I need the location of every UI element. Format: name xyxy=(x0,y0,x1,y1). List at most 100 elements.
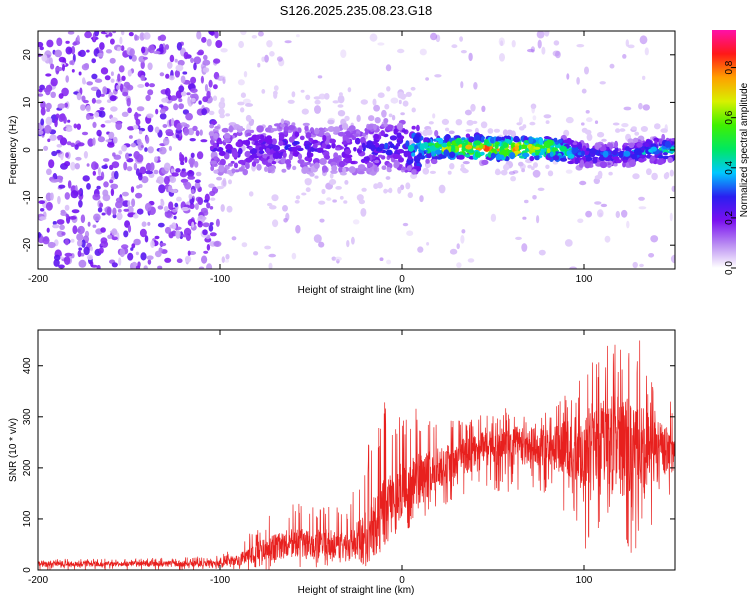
spectrogram-cell xyxy=(149,162,155,172)
spectrogram-cell xyxy=(465,144,473,150)
spectrogram-cell xyxy=(159,34,167,42)
spectrogram-cell xyxy=(126,97,131,107)
spectrogram-cell xyxy=(249,129,255,134)
spectrogram-cell xyxy=(163,137,170,146)
spectrogram-cell xyxy=(154,250,162,258)
spectrogram-cell xyxy=(544,31,550,37)
spectrogram-cell xyxy=(609,63,615,69)
spectrogram-cell xyxy=(86,49,90,53)
spectrogram-cell xyxy=(445,127,450,132)
spectrogram-cell xyxy=(670,254,675,264)
spectrogram-cell xyxy=(533,146,541,150)
spectrogram-cell xyxy=(533,162,538,168)
spectrogram-x-label: Height of straight line (km) xyxy=(298,285,415,296)
spectrogram-cell xyxy=(154,126,160,134)
spectrogram-cell xyxy=(313,234,322,243)
spectrogram-cell xyxy=(381,109,387,118)
spectrogram-cell xyxy=(78,247,83,251)
spectrogram-cell xyxy=(341,122,349,130)
spectrogram-cell xyxy=(632,173,640,180)
spectrogram-cell xyxy=(344,115,350,121)
spectrogram-cell xyxy=(240,92,246,98)
spectrogram-cell xyxy=(577,152,583,156)
spectrogram-cell xyxy=(621,209,628,218)
spectrogram-cell xyxy=(365,144,372,149)
spectrogram-cell xyxy=(209,206,214,210)
spectrogram-cell xyxy=(116,212,123,221)
spectrogram-cell xyxy=(398,157,404,163)
spectrogram-cell xyxy=(360,208,367,217)
spectrogram-cell xyxy=(627,44,635,49)
spectrogram-cell xyxy=(120,45,125,52)
spectrogram-cell xyxy=(631,126,637,131)
spectrogram-cell xyxy=(203,250,209,254)
spectrogram-cell xyxy=(632,261,638,269)
spectrogram-cell xyxy=(159,72,165,77)
spectrogram-cell xyxy=(147,221,151,226)
spectrogram-cell xyxy=(535,152,540,156)
spectrogram-cell xyxy=(170,95,178,101)
spectrogram-cell xyxy=(427,142,433,147)
spectrogram-cell xyxy=(210,165,215,172)
spectrogram-cell xyxy=(104,75,111,81)
spectrogram-cell xyxy=(194,179,201,183)
spectrogram-cell xyxy=(407,192,413,199)
colorbar-tick-label: 0.8 xyxy=(724,60,735,74)
spectrogram-cell xyxy=(368,115,375,122)
spectrogram-cell xyxy=(48,159,55,169)
spectrogram-cell xyxy=(468,52,473,62)
spectrogram-cell xyxy=(235,141,244,148)
spectrogram-cell xyxy=(242,168,248,176)
spectrogram-cell xyxy=(56,149,61,154)
spectrogram-cell xyxy=(521,243,528,252)
spectrogram-cell xyxy=(379,257,384,262)
spectrogram-cell xyxy=(117,46,121,52)
spectrogram-cell xyxy=(613,163,618,167)
spectrogram-cell xyxy=(250,154,256,159)
spectrogram-cell xyxy=(360,99,368,105)
spectrogram-cell xyxy=(155,108,159,115)
spectrogram-cell xyxy=(632,137,639,143)
spectrogram-cell xyxy=(127,224,132,233)
spectrogram-cell xyxy=(644,142,650,147)
spectrogram-cell xyxy=(176,258,183,264)
spectrogram-cell xyxy=(118,150,123,155)
spectrogram-cell xyxy=(200,75,204,84)
snr-x-label: Height of straight line (km) xyxy=(298,585,415,596)
spectrogram-cell xyxy=(53,258,60,267)
spectrogram-cell xyxy=(126,84,134,91)
spectrogram-cell xyxy=(245,114,252,122)
spectrogram-cell xyxy=(401,129,407,133)
spectrogram-cell xyxy=(179,152,183,159)
spectrogram-cell xyxy=(196,31,202,40)
spectrogram-cell xyxy=(407,155,413,161)
spectrogram-cell xyxy=(531,104,536,114)
spectrogram-cell xyxy=(614,140,619,149)
spectrogram-cell xyxy=(384,103,390,110)
colorbar-tick-label: 0.4 xyxy=(724,160,735,174)
spectrogram-cell xyxy=(529,155,535,162)
spectrogram-cell xyxy=(175,230,181,239)
spectrogram-cell xyxy=(159,242,167,247)
spectrogram-cell xyxy=(456,262,462,268)
spectrogram-cell xyxy=(203,54,208,61)
spectrogram-cell xyxy=(592,157,598,164)
spectrogram-cell xyxy=(406,230,414,236)
spectrogram-cell xyxy=(174,58,178,63)
spectrogram-cell xyxy=(123,161,128,171)
spectrogram-cell xyxy=(50,77,58,87)
spectrogram-cell xyxy=(608,171,613,176)
spectrogram-cell xyxy=(331,165,338,172)
spectrogram-cell xyxy=(87,221,91,227)
spectrogram-cell xyxy=(552,50,560,57)
spectrogram-cell xyxy=(225,143,233,151)
spectrogram-cell xyxy=(524,199,529,204)
spectrogram-cell xyxy=(671,185,675,192)
snr-series-line xyxy=(38,340,675,570)
spectrogram-cell xyxy=(419,195,424,203)
spectrogram-cell xyxy=(82,175,90,182)
spectrogram-cell xyxy=(58,56,66,63)
spectrogram-cell xyxy=(140,252,147,261)
spectrogram-cell xyxy=(266,40,273,48)
y-tick-label: 400 xyxy=(22,357,33,374)
